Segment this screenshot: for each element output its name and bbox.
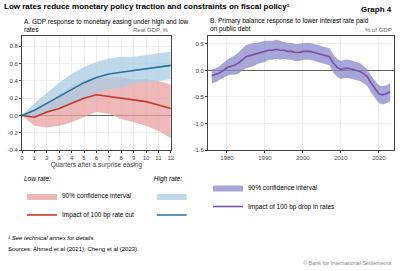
svg-text:11: 11	[155, 155, 162, 161]
svg-text:Quarters after a surprise easi: Quarters after a surprise easing	[51, 161, 143, 169]
svg-text:0.4: 0.4	[10, 78, 19, 84]
svg-text:0.0: 0.0	[10, 113, 19, 119]
svg-text:9: 9	[132, 155, 136, 161]
svg-text:0.0: 0.0	[196, 68, 205, 74]
svg-text:-1.0: -1.0	[194, 121, 205, 127]
svg-text:High rate:: High rate:	[154, 175, 182, 183]
svg-text:0.5: 0.5	[196, 41, 205, 47]
svg-text:7: 7	[107, 155, 111, 161]
svg-text:0.2: 0.2	[10, 95, 19, 101]
svg-text:0.6: 0.6	[10, 61, 19, 67]
svg-text:1980: 1980	[220, 155, 234, 161]
svg-text:2000: 2000	[296, 155, 310, 161]
svg-text:5: 5	[82, 155, 86, 161]
svg-text:© Bank for International Settl: © Bank for International Settlements	[303, 260, 392, 266]
svg-text:1: 1	[33, 155, 37, 161]
svg-text:Low rates reduce monetary poli: Low rates reduce monetary policy tractio…	[4, 2, 290, 11]
svg-text:2010: 2010	[334, 155, 348, 161]
svg-text:2020: 2020	[372, 155, 386, 161]
svg-text:-0.2: -0.2	[8, 130, 19, 136]
svg-text:6: 6	[95, 155, 99, 161]
svg-text:90% confidence interval: 90% confidence interval	[62, 192, 132, 199]
svg-text:4: 4	[70, 155, 74, 161]
svg-text:12: 12	[167, 155, 174, 161]
svg-text:-0.4: -0.4	[8, 147, 19, 153]
svg-text:3: 3	[58, 155, 62, 161]
svg-text:90% confidence interval: 90% confidence interval	[248, 184, 318, 191]
svg-text:Impact of 100 bp drop in rates: Impact of 100 bp drop in rates	[248, 203, 335, 211]
svg-text:1990: 1990	[258, 155, 272, 161]
svg-text:Sources: Ahmed et al (2021); C: Sources: Ahmed et al (2021); Cheng et al…	[8, 246, 139, 252]
svg-text:2: 2	[45, 155, 49, 161]
svg-text:¹ See technical annex for deta: ¹ See technical annex for details.	[8, 235, 95, 241]
svg-text:10: 10	[143, 155, 150, 161]
svg-text:Impact of 100 bp rate cut: Impact of 100 bp rate cut	[62, 211, 134, 219]
svg-text:B. Primary balance response to: B. Primary balance response to lower int…	[210, 17, 369, 33]
svg-text:% of GDP: % of GDP	[365, 27, 392, 33]
svg-text:0.8: 0.8	[10, 43, 19, 49]
svg-text:Low rate:: Low rate:	[24, 175, 51, 182]
svg-text:8: 8	[120, 155, 124, 161]
svg-text:Graph 4: Graph 4	[361, 5, 392, 14]
svg-text:A. GDP response to monetary ea: A. GDP response to monetary easing under…	[24, 18, 189, 33]
svg-text:Real GDP, %: Real GDP, %	[133, 27, 169, 33]
svg-text:0: 0	[20, 155, 24, 161]
svg-text:-1.5: -1.5	[194, 147, 205, 153]
svg-text:-0.5: -0.5	[194, 94, 205, 100]
